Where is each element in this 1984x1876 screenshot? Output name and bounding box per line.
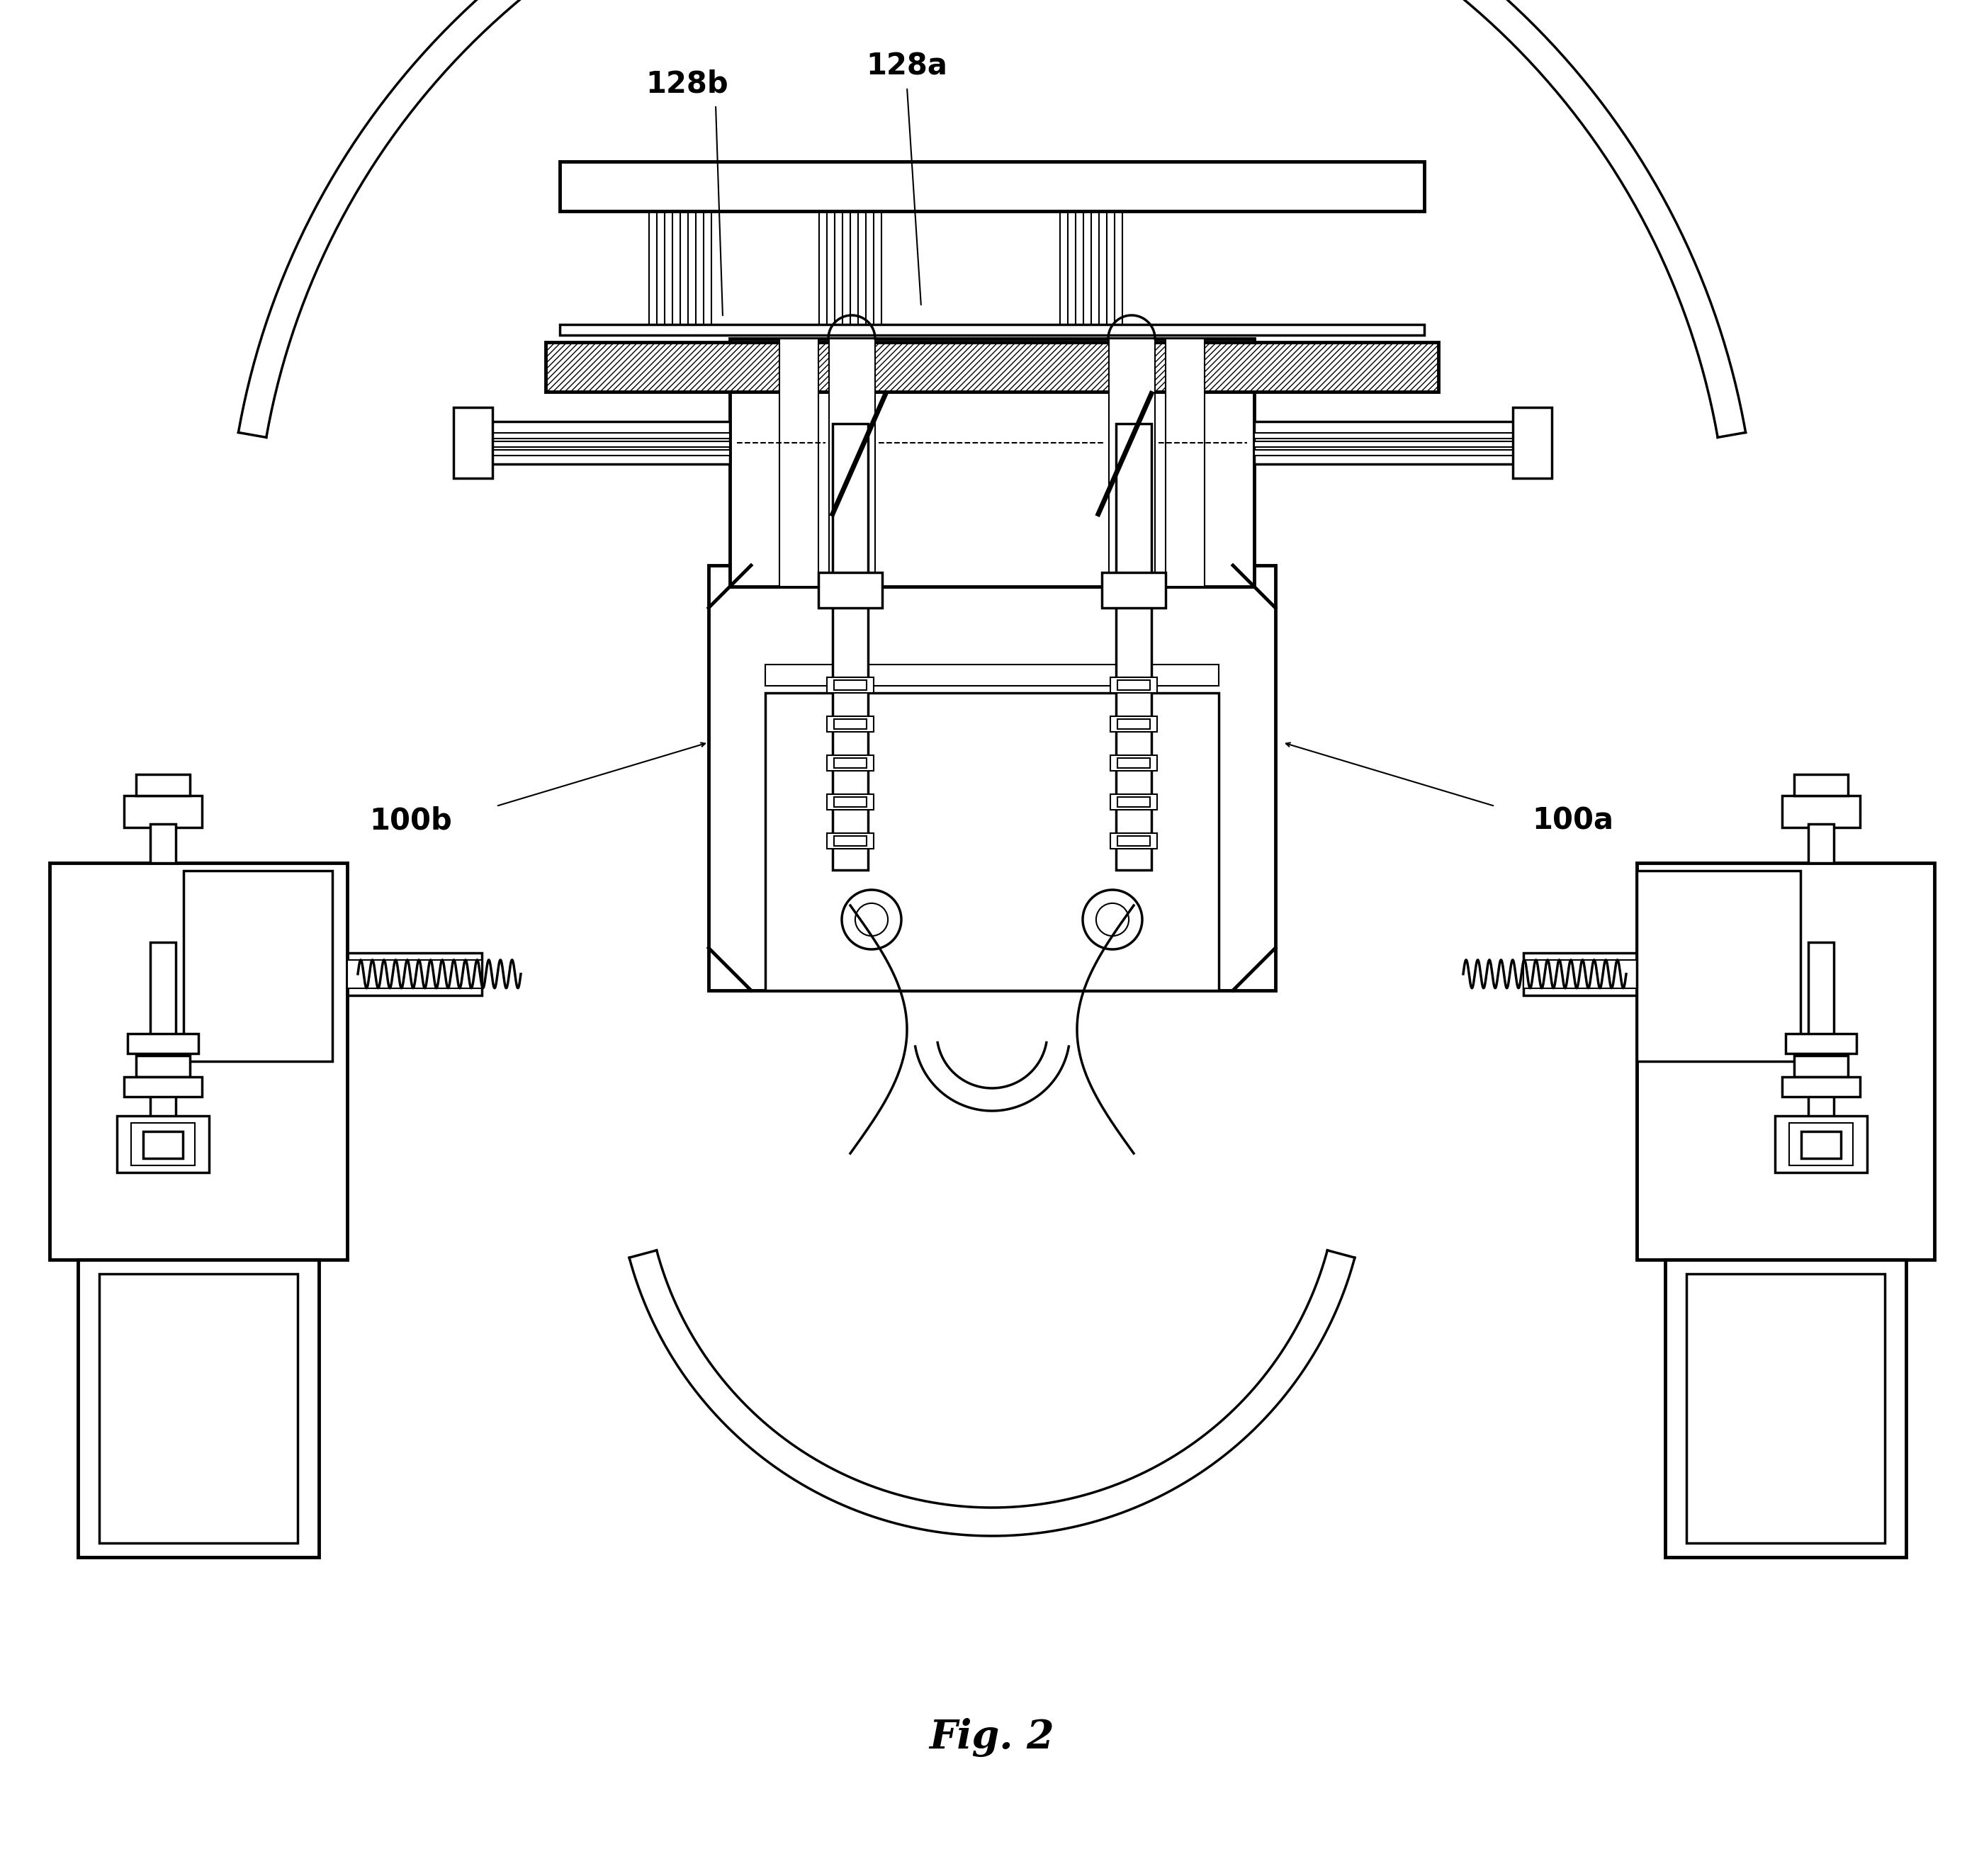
Bar: [482, 441, 730, 446]
Bar: [1786, 1034, 1857, 1052]
Bar: [1794, 775, 1849, 795]
Text: 100a: 100a: [1532, 805, 1613, 835]
Bar: [1254, 441, 1524, 446]
Bar: [1512, 407, 1551, 478]
Bar: [151, 942, 175, 1141]
Bar: [829, 340, 875, 587]
Text: 128a: 128a: [867, 51, 948, 81]
Bar: [833, 424, 869, 870]
Bar: [99, 1274, 298, 1544]
Bar: [1111, 833, 1157, 848]
Bar: [1637, 870, 1801, 1062]
Bar: [1117, 681, 1151, 690]
Bar: [1111, 677, 1157, 692]
Bar: [833, 797, 867, 807]
Bar: [482, 450, 730, 456]
Bar: [50, 863, 347, 1259]
Bar: [143, 1131, 183, 1157]
Bar: [1782, 1077, 1861, 1097]
Bar: [1809, 824, 1833, 863]
Bar: [185, 870, 333, 1062]
Bar: [1254, 422, 1524, 463]
Bar: [780, 340, 819, 587]
Bar: [1809, 942, 1833, 1141]
Bar: [1117, 424, 1151, 870]
Bar: [1254, 450, 1524, 456]
Bar: [127, 1034, 198, 1052]
Bar: [1117, 797, 1151, 807]
Bar: [117, 1116, 208, 1172]
Bar: [1117, 837, 1151, 846]
Bar: [1637, 863, 1934, 1259]
Bar: [1111, 794, 1157, 810]
Bar: [827, 677, 873, 692]
Text: Fig. 2: Fig. 2: [929, 1718, 1055, 1758]
Bar: [482, 422, 730, 463]
Bar: [1665, 1259, 1907, 1557]
Bar: [1801, 1131, 1841, 1157]
Bar: [151, 824, 175, 863]
Bar: [347, 961, 482, 989]
Bar: [1167, 340, 1204, 587]
Bar: [819, 572, 883, 608]
Bar: [1782, 795, 1861, 827]
Bar: [1524, 953, 1637, 996]
Bar: [766, 664, 1218, 687]
Bar: [559, 325, 1425, 336]
Bar: [833, 837, 867, 846]
Text: 128b: 128b: [647, 69, 728, 98]
Bar: [1776, 1116, 1867, 1172]
Bar: [559, 161, 1425, 212]
Text: 100b: 100b: [369, 805, 452, 835]
Bar: [123, 1077, 202, 1097]
Bar: [123, 795, 202, 827]
Bar: [827, 756, 873, 771]
Bar: [1101, 572, 1167, 608]
Bar: [135, 1056, 190, 1077]
Bar: [1794, 1056, 1849, 1077]
Bar: [1109, 340, 1155, 587]
Bar: [1686, 1274, 1885, 1544]
Bar: [1790, 1122, 1853, 1165]
Bar: [1111, 717, 1157, 732]
Bar: [77, 1259, 319, 1557]
Bar: [454, 407, 492, 478]
Bar: [833, 758, 867, 767]
Bar: [1524, 961, 1637, 989]
Bar: [827, 717, 873, 732]
Bar: [827, 833, 873, 848]
Bar: [833, 681, 867, 690]
Bar: [1111, 756, 1157, 771]
Bar: [708, 565, 1276, 991]
Bar: [1254, 433, 1524, 439]
Bar: [135, 775, 190, 795]
Bar: [347, 953, 482, 996]
Bar: [1117, 758, 1151, 767]
Bar: [766, 692, 1218, 991]
Bar: [827, 794, 873, 810]
Bar: [482, 433, 730, 439]
Bar: [546, 341, 1438, 392]
Bar: [833, 719, 867, 730]
Bar: [1117, 719, 1151, 730]
Bar: [730, 340, 1254, 587]
Bar: [131, 1122, 194, 1165]
